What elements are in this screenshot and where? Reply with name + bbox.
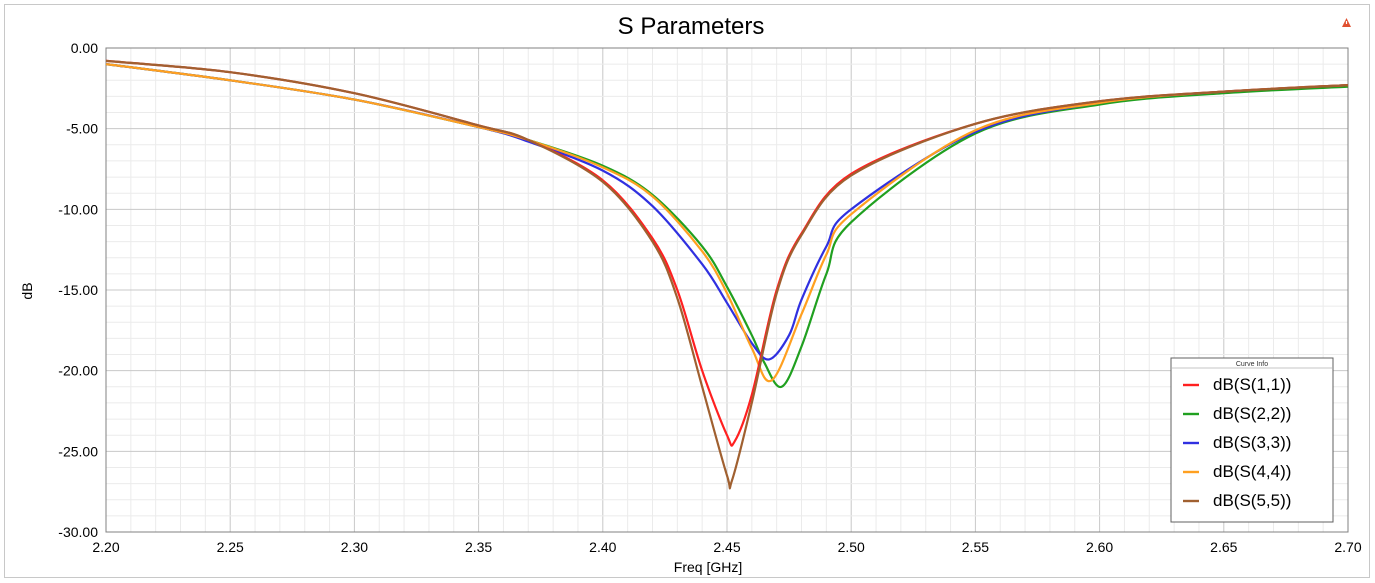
plot-area-border <box>105 47 1349 533</box>
x-tick-label: 2.25 <box>217 539 244 555</box>
legend[interactable]: Curve Info dB(S(1,1)) dB(S(2,2)) dB(S(3,3)… <box>1170 357 1334 523</box>
y-tick-label: -30.00 <box>58 524 98 540</box>
legend-label: dB(S(4,4)) <box>1213 462 1291 481</box>
x-tick-label: 2.30 <box>341 539 368 555</box>
legend-title: Curve Info <box>1236 361 1268 368</box>
x-tick-label: 2.20 <box>92 539 119 555</box>
x-tick-label: 2.50 <box>838 539 865 555</box>
y-tick-label: -10.00 <box>58 201 98 217</box>
chart: S Parameters 2.20 2.25 2.30 2.35 2.40 2.45 2.5… <box>19 13 1362 575</box>
x-axis-label: Freq [GHz] <box>674 559 742 575</box>
curves <box>105 59 1349 490</box>
y-tick-label: -25.00 <box>58 443 98 459</box>
legend-label: dB(S(1,1)) <box>1213 375 1291 394</box>
series-line-s55[interactable] <box>105 59 1349 490</box>
x-tick-labels: 2.20 2.25 2.30 2.35 2.40 2.45 2.50 2.55 2.60 2.65… <box>92 539 1361 555</box>
x-tick-label: 2.35 <box>465 539 492 555</box>
y-tick-label: 0.00 <box>71 40 98 56</box>
legend-label: dB(S(5,5)) <box>1213 491 1291 510</box>
x-tick-label: 2.60 <box>1086 539 1113 555</box>
x-tick-label: 2.55 <box>962 539 989 555</box>
marker-triangle-icon[interactable] <box>1342 18 1351 27</box>
series-line-s44[interactable] <box>105 63 1349 383</box>
legend-items: dB(S(1,1)) dB(S(2,2)) dB(S(3,3)) dB(S(4,4))… <box>1183 375 1291 510</box>
x-tick-label: 2.70 <box>1334 539 1361 555</box>
x-tick-label: 2.45 <box>713 539 740 555</box>
y-axis-label: dB <box>19 282 35 299</box>
x-tick-label: 2.40 <box>589 539 616 555</box>
grid <box>105 47 1349 533</box>
y-tick-labels: 0.00 -5.00 -10.00 -15.00 -20.00 -25.00 -30.00 <box>58 40 98 540</box>
chart-title: S Parameters <box>618 13 765 40</box>
y-tick-label: -15.00 <box>58 282 98 298</box>
legend-label: dB(S(3,3)) <box>1213 433 1291 452</box>
chart-frame: S Parameters 2.20 2.25 2.30 2.35 2.40 2.45 2.5… <box>4 4 1370 578</box>
x-tick-label: 2.65 <box>1210 539 1237 555</box>
legend-label: dB(S(2,2)) <box>1213 404 1291 423</box>
y-tick-label: -20.00 <box>58 363 98 379</box>
y-tick-label: -5.00 <box>66 121 98 137</box>
